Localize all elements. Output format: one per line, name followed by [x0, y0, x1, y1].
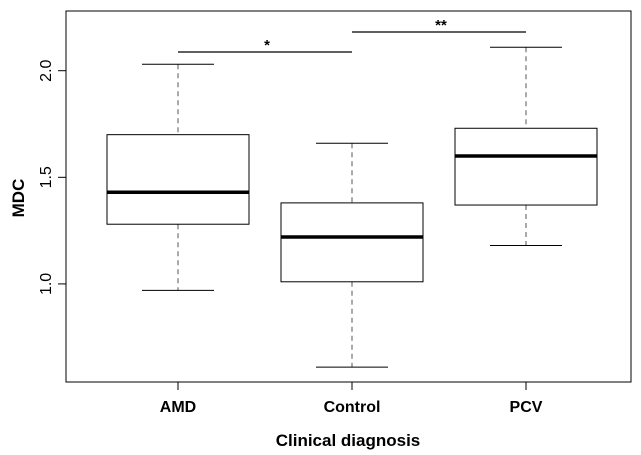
box-control [280, 142, 424, 368]
iqr-box [106, 134, 250, 225]
y-tick-label: 1.0 [38, 273, 55, 295]
y-axis-title: MDC [9, 179, 28, 218]
y-axis: 1.0 1.5 2.0 [38, 59, 66, 295]
y-tick-label: 2.0 [38, 59, 55, 81]
x-axis-title: Clinical diagnosis [276, 431, 421, 450]
x-tick-label: PCV [510, 399, 543, 416]
y-tick-label: 1.5 [38, 166, 55, 188]
iqr-box [280, 202, 424, 283]
x-tick-label: AMD [160, 399, 196, 416]
plot-frame [65, 10, 632, 383]
box-pcv [454, 46, 598, 247]
x-axis: AMD Control PCV [160, 382, 543, 416]
significance-label: * [264, 37, 270, 54]
iqr-box [454, 127, 598, 206]
box-amd [106, 63, 250, 291]
significance-group: *** [178, 17, 526, 54]
x-tick-label: Control [324, 399, 381, 416]
significance-label: ** [435, 17, 447, 34]
boxes-group [106, 46, 598, 368]
